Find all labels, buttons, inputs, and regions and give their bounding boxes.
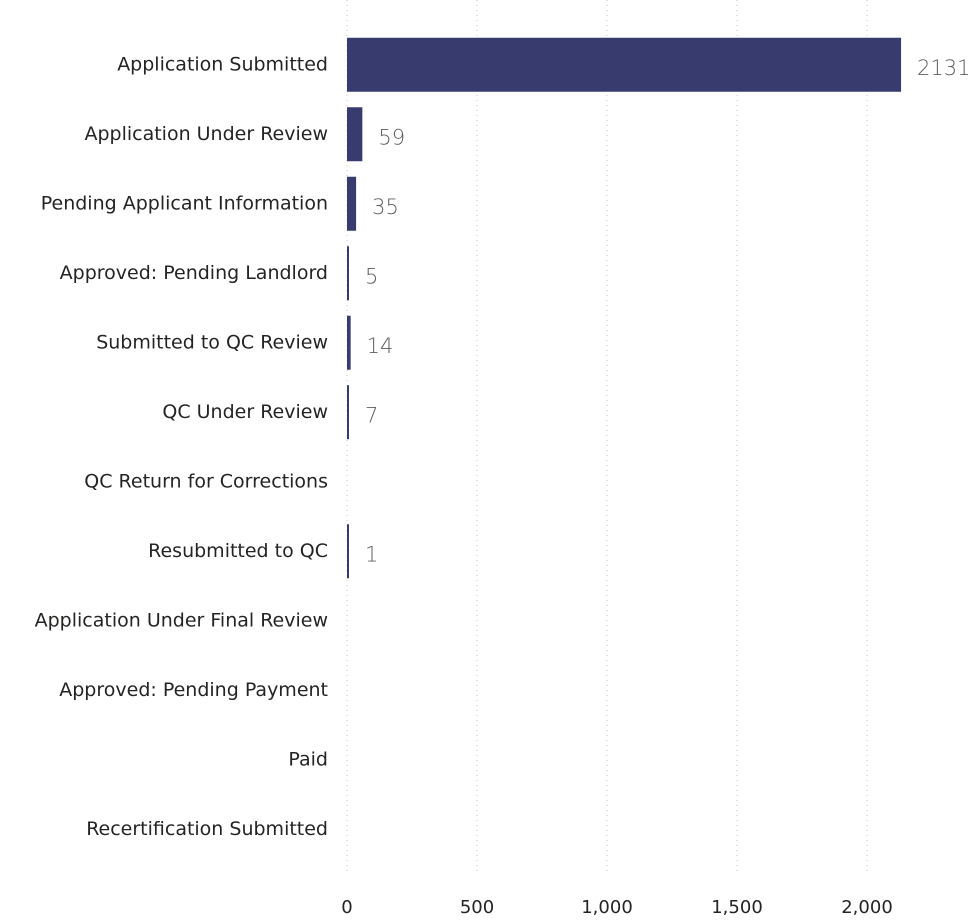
bar	[347, 107, 363, 162]
value-label: 7	[365, 403, 378, 427]
bar	[347, 246, 349, 301]
bar	[347, 385, 349, 440]
x-tick-label: 0	[341, 897, 352, 918]
value-label: 1	[365, 542, 378, 566]
bar	[347, 176, 357, 231]
category-label: Approved: Pending Landlord	[60, 262, 328, 284]
bar	[347, 37, 902, 92]
category-label: QC Under Review	[162, 401, 328, 423]
category-label: Resubmitted to QC	[148, 540, 328, 562]
x-tick-label: 2,000	[841, 897, 893, 918]
value-label: 5	[365, 264, 378, 288]
value-label: 35	[372, 195, 399, 219]
category-label: Application Under Review	[84, 123, 328, 145]
value-label: 2131	[917, 56, 970, 80]
value-label: 59	[378, 125, 405, 149]
category-label: Paid	[288, 748, 328, 770]
x-tick-label: 1,500	[711, 897, 763, 918]
x-tick-label: 1,000	[581, 897, 633, 918]
value-label: 14	[367, 334, 394, 358]
category-label: Application Submitted	[117, 53, 328, 75]
bar	[347, 315, 351, 370]
category-label: Application Under Final Review	[35, 609, 328, 631]
category-label: Pending Applicant Information	[41, 192, 328, 214]
bar	[347, 524, 349, 579]
category-label: Approved: Pending Payment	[59, 679, 328, 701]
category-label: Recertification Submitted	[86, 818, 328, 840]
category-label: QC Return for Corrections	[84, 470, 328, 492]
category-label: Submitted to QC Review	[96, 331, 328, 353]
x-tick-label: 500	[460, 897, 494, 918]
